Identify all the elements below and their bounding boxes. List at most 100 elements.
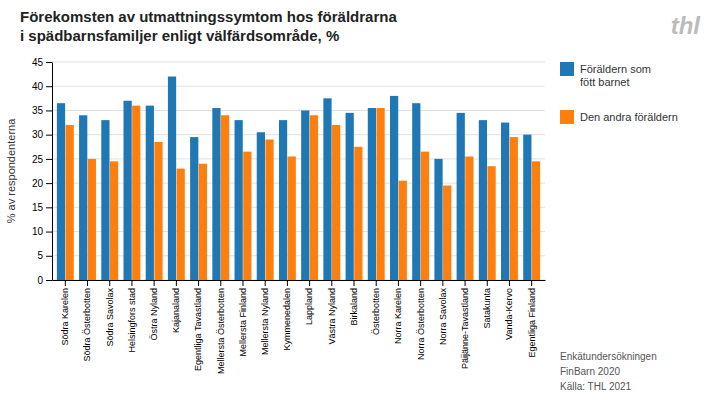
x-tick-label: Södra Karelen — [60, 288, 70, 346]
title-line: Förekomsten av utmattningssymtom hos för… — [20, 8, 397, 25]
x-tick-label: Mellersta Nyland — [260, 288, 270, 355]
y-tick: 30 — [32, 129, 52, 140]
y-tick-mark — [46, 62, 52, 63]
title-line: i spädbarnsfamiljer enligt välfärdsområd… — [20, 27, 339, 44]
bar — [123, 101, 131, 280]
y-tick-label: 15 — [32, 202, 44, 213]
legend-label-line: Den andra föräldern — [580, 111, 678, 123]
y-tick-label: 30 — [32, 129, 44, 140]
legend-item: Föräldern somfött barnet — [560, 62, 651, 88]
x-tick: Lappland — [304, 280, 314, 325]
x-tick-mark — [509, 280, 510, 286]
y-tick-label: 40 — [32, 81, 44, 92]
y-tick-mark — [46, 110, 52, 111]
y-tick-label: 10 — [32, 226, 44, 237]
x-tick-label: Södra Österbotten — [82, 288, 92, 362]
x-tick: Södra Karelen — [60, 280, 70, 346]
x-tick-mark — [220, 280, 221, 286]
y-tick-mark — [46, 207, 52, 208]
x-tick-label: Norra Karelen — [393, 288, 403, 344]
x-tick-mark — [309, 280, 310, 286]
x-tick-label: Birkaland — [349, 288, 359, 326]
y-tick-label: 20 — [32, 178, 44, 189]
bar — [354, 147, 362, 280]
bar — [368, 108, 376, 280]
x-tick: Mellersta Nyland — [260, 280, 270, 355]
x-tick-mark — [376, 280, 377, 286]
x-tick-mark — [87, 280, 88, 286]
x-tick-label: Mellersta Österbotten — [216, 288, 226, 374]
y-tick: 20 — [32, 178, 52, 189]
x-tick: Kymmenedalen — [282, 280, 292, 351]
bar — [310, 115, 318, 280]
annotation: Källa: THL 2021 — [560, 381, 632, 392]
x-tick-mark — [65, 280, 66, 286]
bar — [279, 120, 287, 280]
y-tick-mark — [46, 256, 52, 257]
x-tick: Egentliga Tavastland — [193, 280, 203, 371]
x-tick-mark — [465, 280, 466, 286]
bar — [212, 108, 220, 280]
bar — [510, 137, 518, 280]
x-tick: Satakunta — [482, 280, 492, 329]
x-tick: Egentliga Finland — [527, 280, 537, 358]
legend: Föräldern somfött barnet Den andra föräld… — [560, 62, 678, 124]
bar — [532, 161, 540, 280]
x-tick-label: Egentliga Tavastland — [193, 288, 203, 371]
bar — [190, 137, 198, 280]
bar — [487, 166, 495, 280]
y-tick-label: 5 — [37, 250, 43, 261]
annotation: Enkätundersökningen — [560, 351, 657, 362]
x-tick-mark — [242, 280, 243, 286]
x-tick: Kajanaland — [171, 280, 181, 333]
chart-svg: Södra KarelenSödra ÖsterbottenSödra Savo… — [0, 0, 720, 405]
bar — [465, 156, 473, 280]
x-tick-mark — [154, 280, 155, 286]
grid — [52, 62, 545, 280]
legend-label-line: Föräldern som — [580, 63, 651, 75]
x-tick: Norra Österbotten — [416, 280, 426, 360]
bar — [154, 142, 162, 280]
x-tick-label: Norra Savolax — [438, 288, 448, 346]
y-tick-mark — [46, 86, 52, 87]
bar — [479, 120, 487, 280]
y-tick: 40 — [32, 81, 52, 92]
y-tick: 35 — [32, 105, 52, 116]
legend-swatch — [560, 62, 574, 76]
x-axis-line — [53, 280, 546, 281]
bar — [235, 120, 243, 280]
x-tick-mark — [265, 280, 266, 286]
y-tick: 5 — [37, 250, 52, 261]
annotation: FinBarn 2020 — [560, 366, 620, 377]
y-tick: 45 — [32, 57, 52, 68]
x-tick-label: Vanda-Kervo — [504, 288, 514, 340]
bar — [421, 152, 429, 280]
bar — [390, 96, 398, 280]
x-tick-mark — [398, 280, 399, 286]
bar — [412, 103, 420, 280]
bar — [132, 106, 140, 280]
bar — [346, 113, 354, 280]
bar — [177, 169, 185, 280]
x-tick-label: Kajanaland — [171, 288, 181, 333]
x-tick-label: Östra Nyland — [149, 288, 159, 341]
bar — [57, 103, 65, 280]
x-tick: Västra Nyland — [327, 280, 337, 345]
bar-series — [66, 106, 541, 280]
y-tick: 15 — [32, 202, 52, 213]
x-tick-label: Österbotten — [371, 288, 381, 335]
x-tick-label: Lappland — [304, 288, 314, 325]
x-tick-mark — [442, 280, 443, 286]
x-tick-mark — [420, 280, 421, 286]
x-tick: Mellersta Finland — [238, 280, 248, 357]
title: Förekomsten av utmattningssymtom hos för… — [20, 8, 397, 44]
x-tick-mark — [176, 280, 177, 286]
bar — [221, 115, 229, 280]
bar — [265, 140, 273, 280]
y-tick-label: 35 — [32, 105, 44, 116]
x-tick: Helsingfors stad — [127, 280, 137, 353]
y-tick-mark — [46, 183, 52, 184]
bar — [501, 123, 509, 280]
y-tick: 25 — [32, 154, 52, 165]
bar — [168, 77, 176, 280]
